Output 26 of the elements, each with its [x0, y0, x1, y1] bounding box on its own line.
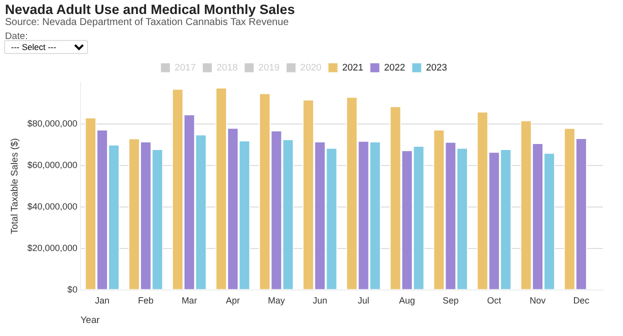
x-tick-label: Jan: [94, 296, 110, 306]
legend-label: 2022: [384, 62, 406, 74]
chart-subtitle: Source: Nevada Department of Taxation Cannabis Tax Revenue: [5, 17, 289, 28]
legend-label: 2021: [342, 62, 364, 74]
x-tick-label: Aug: [399, 296, 416, 306]
x-tick-label: Feb: [138, 296, 154, 306]
x-tick-label: Mar: [182, 296, 198, 306]
x-tick-label: Sep: [442, 296, 459, 306]
y-tick-label: $60,000,000: [27, 160, 78, 170]
x-tick-label: Apr: [226, 296, 240, 306]
x-tick-label: Oct: [487, 296, 502, 306]
y-tick-label: $0: [67, 284, 78, 294]
chart-title: Nevada Adult Use and Medical Monthly Sales: [5, 2, 295, 17]
x-tick-label: Dec: [573, 296, 590, 306]
date-dropdown: --- Select ---: [4, 40, 88, 54]
x-tick-label: May: [268, 296, 286, 306]
y-axis-title: Total Taxable Sales ($): [9, 138, 20, 234]
x-tick-label: Jul: [358, 296, 370, 306]
legend-label: 2023: [426, 62, 448, 74]
y-tick-label: $20,000,000: [27, 242, 78, 253]
text: Date:: [5, 31, 28, 42]
x-tick-label: Nov: [530, 296, 546, 306]
x-tick-label: Jun: [312, 296, 328, 306]
x-axis-title: Year: [80, 314, 100, 326]
y-tick-label: $80,000,000: [27, 118, 78, 128]
y-tick-label: $40,000,000: [27, 201, 78, 212]
